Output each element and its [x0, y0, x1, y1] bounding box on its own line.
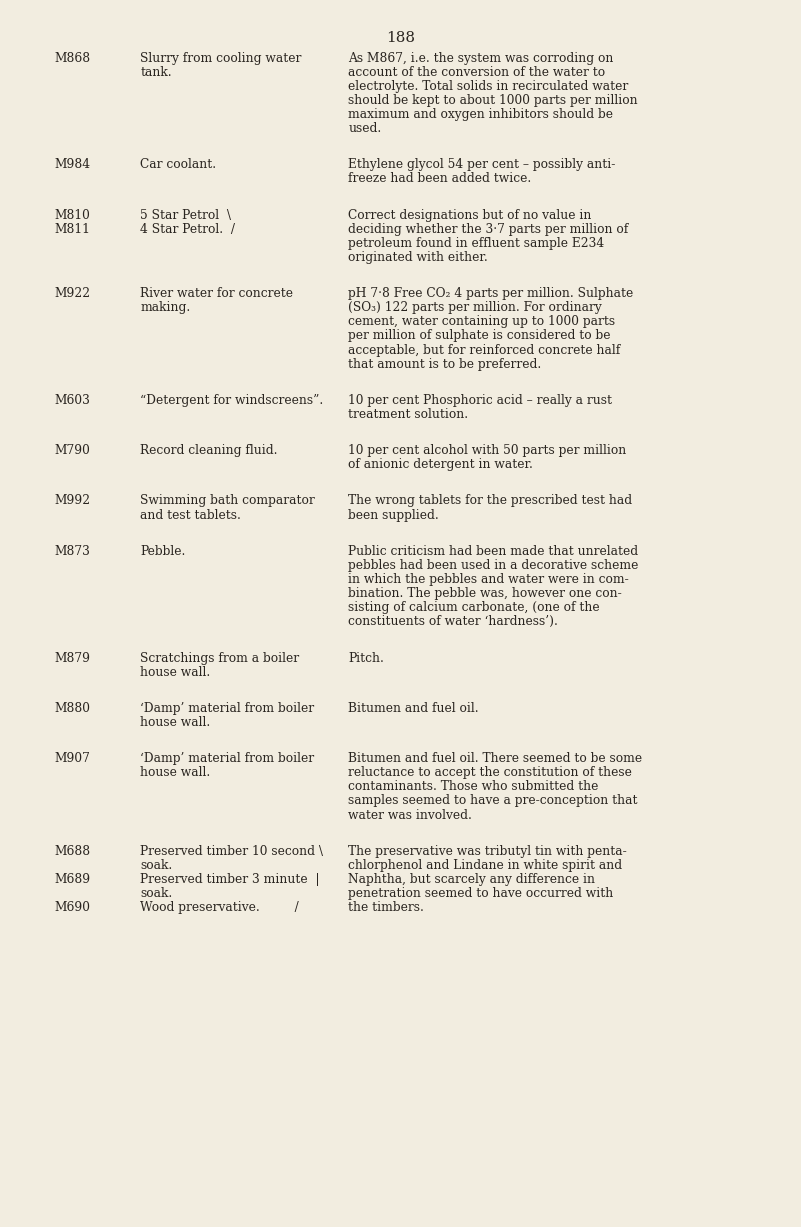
Text: M790: M790 [54, 444, 91, 458]
Text: and test tablets.: and test tablets. [140, 508, 241, 521]
Text: 188: 188 [386, 31, 415, 44]
Text: constituents of water ‘hardness’).: constituents of water ‘hardness’). [348, 616, 558, 628]
Text: in which the pebbles and water were in com-: in which the pebbles and water were in c… [348, 573, 629, 587]
Text: M690: M690 [54, 901, 91, 914]
Text: house wall.: house wall. [140, 766, 211, 779]
Text: house wall.: house wall. [140, 717, 211, 729]
Text: M984: M984 [54, 158, 91, 172]
Text: sisting of calcium carbonate, (one of the: sisting of calcium carbonate, (one of th… [348, 601, 600, 615]
Text: should be kept to about 1000 parts per million: should be kept to about 1000 parts per m… [348, 94, 638, 107]
Text: M688: M688 [54, 845, 91, 858]
Text: ‘Damp’ material from boiler: ‘Damp’ material from boiler [140, 702, 314, 715]
Text: ‘Damp’ material from boiler: ‘Damp’ material from boiler [140, 752, 314, 766]
Text: M922: M922 [54, 287, 91, 301]
Text: freeze had been added twice.: freeze had been added twice. [348, 172, 532, 185]
Text: Record cleaning fluid.: Record cleaning fluid. [140, 444, 278, 458]
Text: house wall.: house wall. [140, 666, 211, 679]
Text: treatment solution.: treatment solution. [348, 407, 469, 421]
Text: 10 per cent Phosphoric acid – really a rust: 10 per cent Phosphoric acid – really a r… [348, 394, 613, 407]
Text: Swimming bath comparator: Swimming bath comparator [140, 494, 315, 508]
Text: The wrong tablets for the prescribed test had: The wrong tablets for the prescribed tes… [348, 494, 633, 508]
Text: acceptable, but for reinforced concrete half: acceptable, but for reinforced concrete … [348, 344, 621, 357]
Text: 5 Star Petrol  \: 5 Star Petrol \ [140, 209, 231, 222]
Text: Ethylene glycol 54 per cent – possibly anti-: Ethylene glycol 54 per cent – possibly a… [348, 158, 616, 172]
Text: per million of sulphate is considered to be: per million of sulphate is considered to… [348, 329, 611, 342]
Text: contaminants. Those who submitted the: contaminants. Those who submitted the [348, 780, 599, 794]
Text: M868: M868 [54, 52, 91, 65]
Text: Wood preservative.         /: Wood preservative. / [140, 901, 299, 914]
Text: “Detergent for windscreens”.: “Detergent for windscreens”. [140, 394, 324, 407]
Text: petroleum found in effluent sample E234: petroleum found in effluent sample E234 [348, 237, 605, 250]
Text: chlorphenol and Lindane in white spirit and: chlorphenol and Lindane in white spirit … [348, 859, 622, 872]
Text: Pebble.: Pebble. [140, 545, 186, 558]
Text: electrolyte. Total solids in recirculated water: electrolyte. Total solids in recirculate… [348, 80, 629, 93]
Text: pebbles had been used in a decorative scheme: pebbles had been used in a decorative sc… [348, 560, 639, 572]
Text: Preserved timber 10 second \: Preserved timber 10 second \ [140, 845, 323, 858]
Text: reluctance to accept the constitution of these: reluctance to accept the constitution of… [348, 766, 632, 779]
Text: deciding whether the 3·7 parts per million of: deciding whether the 3·7 parts per milli… [348, 223, 629, 236]
Text: water was involved.: water was involved. [348, 809, 473, 822]
Text: M811: M811 [54, 223, 91, 236]
Text: M880: M880 [54, 702, 91, 715]
Text: M603: M603 [54, 394, 91, 407]
Text: 4 Star Petrol.  /: 4 Star Petrol. / [140, 223, 235, 236]
Text: (SO₃) 122 parts per million. For ordinary: (SO₃) 122 parts per million. For ordinar… [348, 301, 602, 314]
Text: used.: used. [348, 123, 382, 135]
Text: pH 7·8 Free CO₂ 4 parts per million. Sulphate: pH 7·8 Free CO₂ 4 parts per million. Sul… [348, 287, 634, 301]
Text: Bitumen and fuel oil.: Bitumen and fuel oil. [348, 702, 479, 715]
Text: Preserved timber 3 minute  |: Preserved timber 3 minute | [140, 874, 320, 886]
Text: As M867, i.e. the system was corroding on: As M867, i.e. the system was corroding o… [348, 52, 614, 65]
Text: cement, water containing up to 1000 parts: cement, water containing up to 1000 part… [348, 315, 615, 329]
Text: Naphtha, but scarcely any difference in: Naphtha, but scarcely any difference in [348, 874, 595, 886]
Text: 10 per cent alcohol with 50 parts per million: 10 per cent alcohol with 50 parts per mi… [348, 444, 626, 458]
Text: M879: M879 [54, 652, 91, 665]
Text: bination. The pebble was, however one con-: bination. The pebble was, however one co… [348, 588, 622, 600]
Text: of anionic detergent in water.: of anionic detergent in water. [348, 459, 533, 471]
Text: soak.: soak. [140, 859, 172, 872]
Text: Pitch.: Pitch. [348, 652, 384, 665]
Text: The preservative was tributyl tin with penta-: The preservative was tributyl tin with p… [348, 845, 627, 858]
Text: been supplied.: been supplied. [348, 508, 439, 521]
Text: Slurry from cooling water: Slurry from cooling water [140, 52, 301, 65]
Text: Scratchings from a boiler: Scratchings from a boiler [140, 652, 300, 665]
Text: soak.: soak. [140, 887, 172, 901]
Text: originated with either.: originated with either. [348, 252, 488, 264]
Text: M689: M689 [54, 874, 91, 886]
Text: Bitumen and fuel oil. There seemed to be some: Bitumen and fuel oil. There seemed to be… [348, 752, 642, 766]
Text: Car coolant.: Car coolant. [140, 158, 216, 172]
Text: making.: making. [140, 301, 191, 314]
Text: tank.: tank. [140, 65, 171, 79]
Text: maximum and oxygen inhibitors should be: maximum and oxygen inhibitors should be [348, 108, 614, 121]
Text: M873: M873 [54, 545, 91, 558]
Text: account of the conversion of the water to: account of the conversion of the water t… [348, 65, 606, 79]
Text: M992: M992 [54, 494, 91, 508]
Text: that amount is to be preferred.: that amount is to be preferred. [348, 358, 541, 371]
Text: Correct designations but of no value in: Correct designations but of no value in [348, 209, 592, 222]
Text: penetration seemed to have occurred with: penetration seemed to have occurred with [348, 887, 614, 901]
Text: M907: M907 [54, 752, 91, 766]
Text: samples seemed to have a pre-conception that: samples seemed to have a pre-conception … [348, 795, 638, 807]
Text: M810: M810 [54, 209, 91, 222]
Text: Public criticism had been made that unrelated: Public criticism had been made that unre… [348, 545, 638, 558]
Text: the timbers.: the timbers. [348, 901, 425, 914]
Text: River water for concrete: River water for concrete [140, 287, 293, 301]
